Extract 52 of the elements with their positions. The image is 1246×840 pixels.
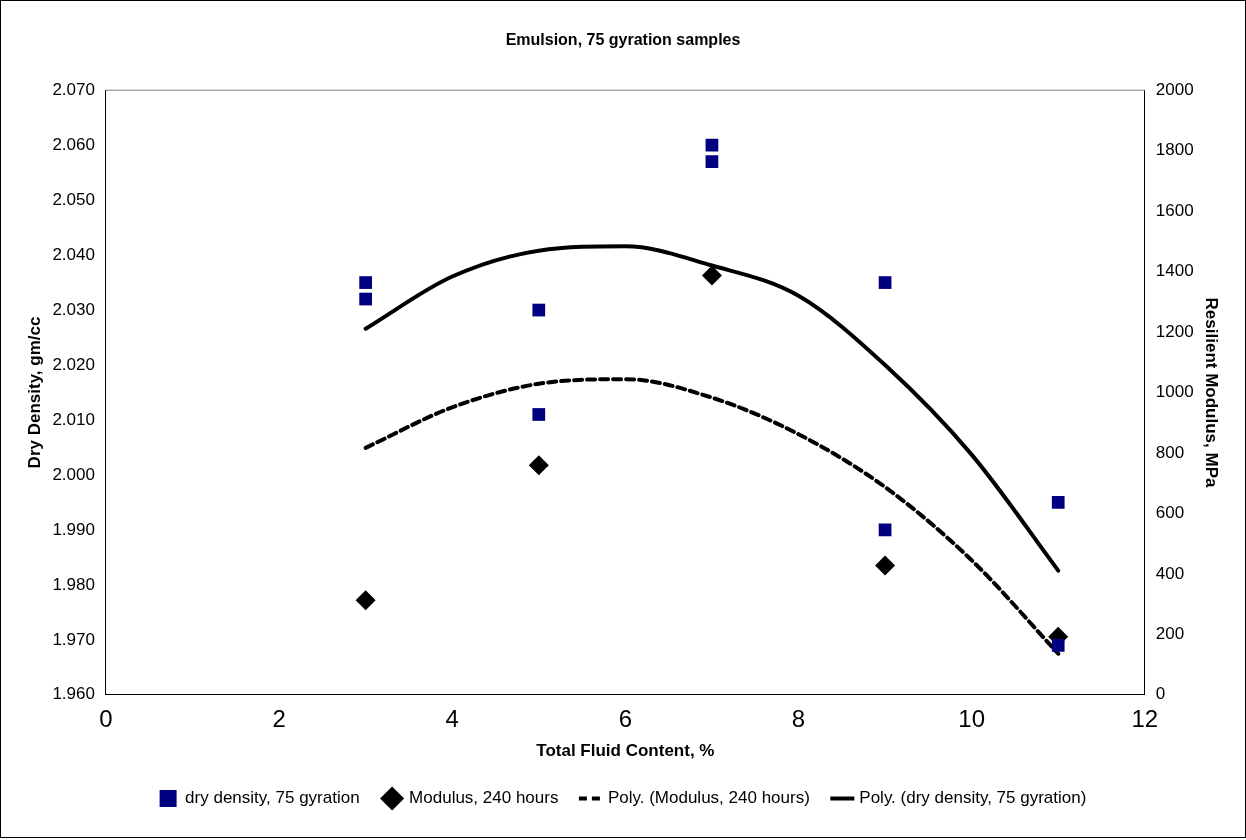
y-tick-label: 2.070 xyxy=(52,79,95,99)
y2-tick-label: 0 xyxy=(1155,684,1166,704)
y-tick-label: 2.030 xyxy=(52,299,95,319)
point xyxy=(355,590,376,611)
y2-axis-title: Resilient Modulus, MPa xyxy=(1202,297,1222,488)
chart-title: Emulsion, 75 gyration samples xyxy=(505,31,741,49)
x-axis-title: Total Fluid Content, % xyxy=(536,741,715,761)
x-tick-label: 12 xyxy=(1131,704,1159,732)
point xyxy=(528,455,549,476)
point xyxy=(359,276,373,289)
y2-tick-label: 400 xyxy=(1155,563,1185,583)
line-series xyxy=(363,244,1061,573)
point xyxy=(532,303,546,317)
x-tick-label: 6 xyxy=(618,704,633,732)
point xyxy=(1051,638,1065,652)
point xyxy=(701,265,722,286)
point xyxy=(705,155,719,169)
y-tick-label: 1.960 xyxy=(52,684,95,704)
y2-tick-label: 1200 xyxy=(1155,321,1194,341)
y-tick-label: 1.990 xyxy=(52,519,95,539)
y-tick-label: 2.040 xyxy=(52,244,95,264)
y-tick-label: 2.050 xyxy=(52,189,95,209)
y-tick-label: 1.980 xyxy=(52,574,95,594)
y-tick-label: 2.060 xyxy=(52,134,95,154)
y2-tick-label: 600 xyxy=(1155,503,1185,523)
y-tick-label: 1.970 xyxy=(52,629,95,649)
point xyxy=(875,555,896,576)
legend-label: dry density, 75 gyration xyxy=(185,788,360,808)
x-tick-label: 8 xyxy=(791,704,806,732)
point xyxy=(1051,496,1065,509)
y2-tick-label: 1800 xyxy=(1155,140,1194,160)
y2-tick-label: 800 xyxy=(1155,442,1185,462)
legend-label: Poly. (dry density, 75 gyration) xyxy=(859,788,1087,808)
x-tick-label: 10 xyxy=(958,704,985,732)
legend-label: Modulus, 240 hours xyxy=(409,788,559,808)
point xyxy=(532,408,546,421)
y-tick-label: 2.020 xyxy=(52,354,95,374)
y2-tick-label: 1400 xyxy=(1155,261,1194,281)
y-tick-label: 2.000 xyxy=(52,464,95,484)
point xyxy=(359,292,373,306)
y2-tick-label: 1600 xyxy=(1155,200,1194,220)
point xyxy=(878,276,892,289)
y-axis-title: Dry Density, gm/cc xyxy=(24,316,44,469)
y2-tick-label: 200 xyxy=(1155,624,1185,644)
point xyxy=(705,138,719,152)
x-tick-label: 2 xyxy=(272,704,286,732)
legend-label: Poly. (Modulus, 240 hours) xyxy=(607,788,810,808)
y2-tick-label: 2000 xyxy=(1155,79,1194,99)
y-tick-label: 2.010 xyxy=(52,409,95,429)
x-tick-label: 0 xyxy=(99,704,113,732)
x-tick-label: 4 xyxy=(445,704,459,732)
y2-tick-label: 1000 xyxy=(1155,382,1194,402)
